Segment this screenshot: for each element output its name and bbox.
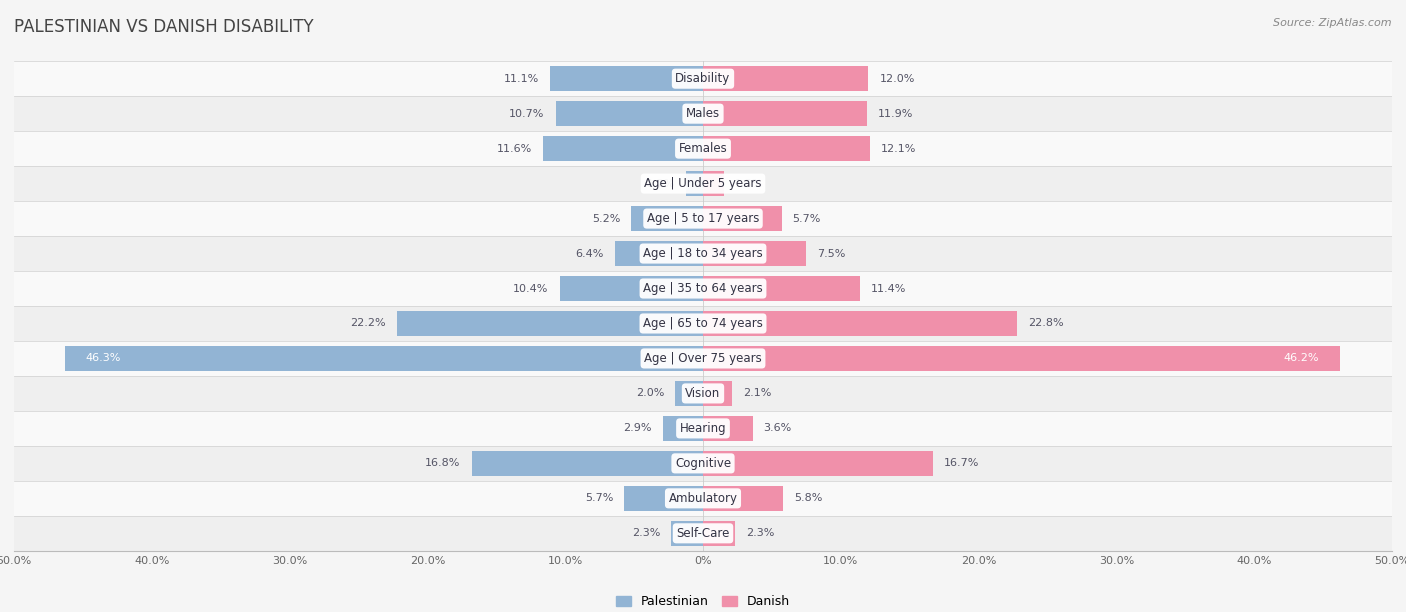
Text: 1.2%: 1.2% [647,179,675,188]
Bar [560,276,703,301]
Bar [471,451,703,476]
Text: Hearing: Hearing [679,422,727,435]
Bar [703,486,783,511]
Text: 46.2%: 46.2% [1284,354,1319,364]
Bar [543,136,703,161]
Text: 11.4%: 11.4% [872,283,907,294]
Bar [675,381,703,406]
Text: 16.8%: 16.8% [425,458,461,468]
Bar [14,376,1392,411]
Bar [14,61,1392,96]
Text: 46.3%: 46.3% [86,354,121,364]
Bar [703,136,870,161]
Bar [14,411,1392,446]
Text: 12.0%: 12.0% [879,73,915,84]
Bar [14,166,1392,201]
Text: Ambulatory: Ambulatory [668,492,738,505]
Text: 2.0%: 2.0% [636,389,665,398]
Bar [703,381,733,406]
Text: Females: Females [679,142,727,155]
Text: 5.2%: 5.2% [592,214,620,223]
Bar [703,171,724,196]
Text: 22.8%: 22.8% [1028,318,1064,329]
Bar [703,311,1017,336]
Text: Age | 65 to 74 years: Age | 65 to 74 years [643,317,763,330]
Bar [14,131,1392,166]
Bar [624,486,703,511]
Text: Self-Care: Self-Care [676,527,730,540]
Bar [14,341,1392,376]
Text: 10.4%: 10.4% [513,283,548,294]
Legend: Palestinian, Danish: Palestinian, Danish [612,590,794,612]
Text: 1.5%: 1.5% [735,179,763,188]
Text: 11.6%: 11.6% [496,144,531,154]
Bar [550,66,703,91]
Bar [14,446,1392,481]
Bar [14,271,1392,306]
Text: Age | 5 to 17 years: Age | 5 to 17 years [647,212,759,225]
Text: 2.3%: 2.3% [631,528,661,539]
Bar [664,416,703,441]
Bar [631,206,703,231]
Text: Disability: Disability [675,72,731,85]
Text: Source: ZipAtlas.com: Source: ZipAtlas.com [1274,18,1392,28]
Text: Age | 35 to 64 years: Age | 35 to 64 years [643,282,763,295]
Text: 5.7%: 5.7% [585,493,613,503]
Bar [703,206,782,231]
Text: 16.7%: 16.7% [945,458,980,468]
Bar [555,101,703,126]
Text: 3.6%: 3.6% [763,424,792,433]
Text: 2.9%: 2.9% [623,424,652,433]
Bar [703,346,1340,371]
Bar [703,241,807,266]
Bar [14,306,1392,341]
Bar [703,521,735,546]
Bar [65,346,703,371]
Text: 2.3%: 2.3% [745,528,775,539]
Text: 10.7%: 10.7% [509,109,544,119]
Text: 11.1%: 11.1% [503,73,538,84]
Text: 7.5%: 7.5% [817,248,846,258]
Bar [671,521,703,546]
Text: Age | 18 to 34 years: Age | 18 to 34 years [643,247,763,260]
Text: PALESTINIAN VS DANISH DISABILITY: PALESTINIAN VS DANISH DISABILITY [14,18,314,36]
Text: 6.4%: 6.4% [575,248,603,258]
Bar [14,481,1392,516]
Bar [14,201,1392,236]
Bar [14,516,1392,551]
Text: 5.7%: 5.7% [793,214,821,223]
Text: Age | Under 5 years: Age | Under 5 years [644,177,762,190]
Text: Males: Males [686,107,720,120]
Bar [614,241,703,266]
Bar [703,276,860,301]
Bar [686,171,703,196]
Bar [14,96,1392,131]
Text: 22.2%: 22.2% [350,318,387,329]
Bar [396,311,703,336]
Text: Vision: Vision [685,387,721,400]
Bar [703,101,868,126]
Text: 12.1%: 12.1% [880,144,917,154]
Text: 11.9%: 11.9% [877,109,914,119]
Bar [703,416,752,441]
Text: Age | Over 75 years: Age | Over 75 years [644,352,762,365]
Text: 2.1%: 2.1% [742,389,772,398]
Text: Cognitive: Cognitive [675,457,731,470]
Bar [703,451,934,476]
Bar [14,236,1392,271]
Text: 5.8%: 5.8% [794,493,823,503]
Bar [703,66,869,91]
